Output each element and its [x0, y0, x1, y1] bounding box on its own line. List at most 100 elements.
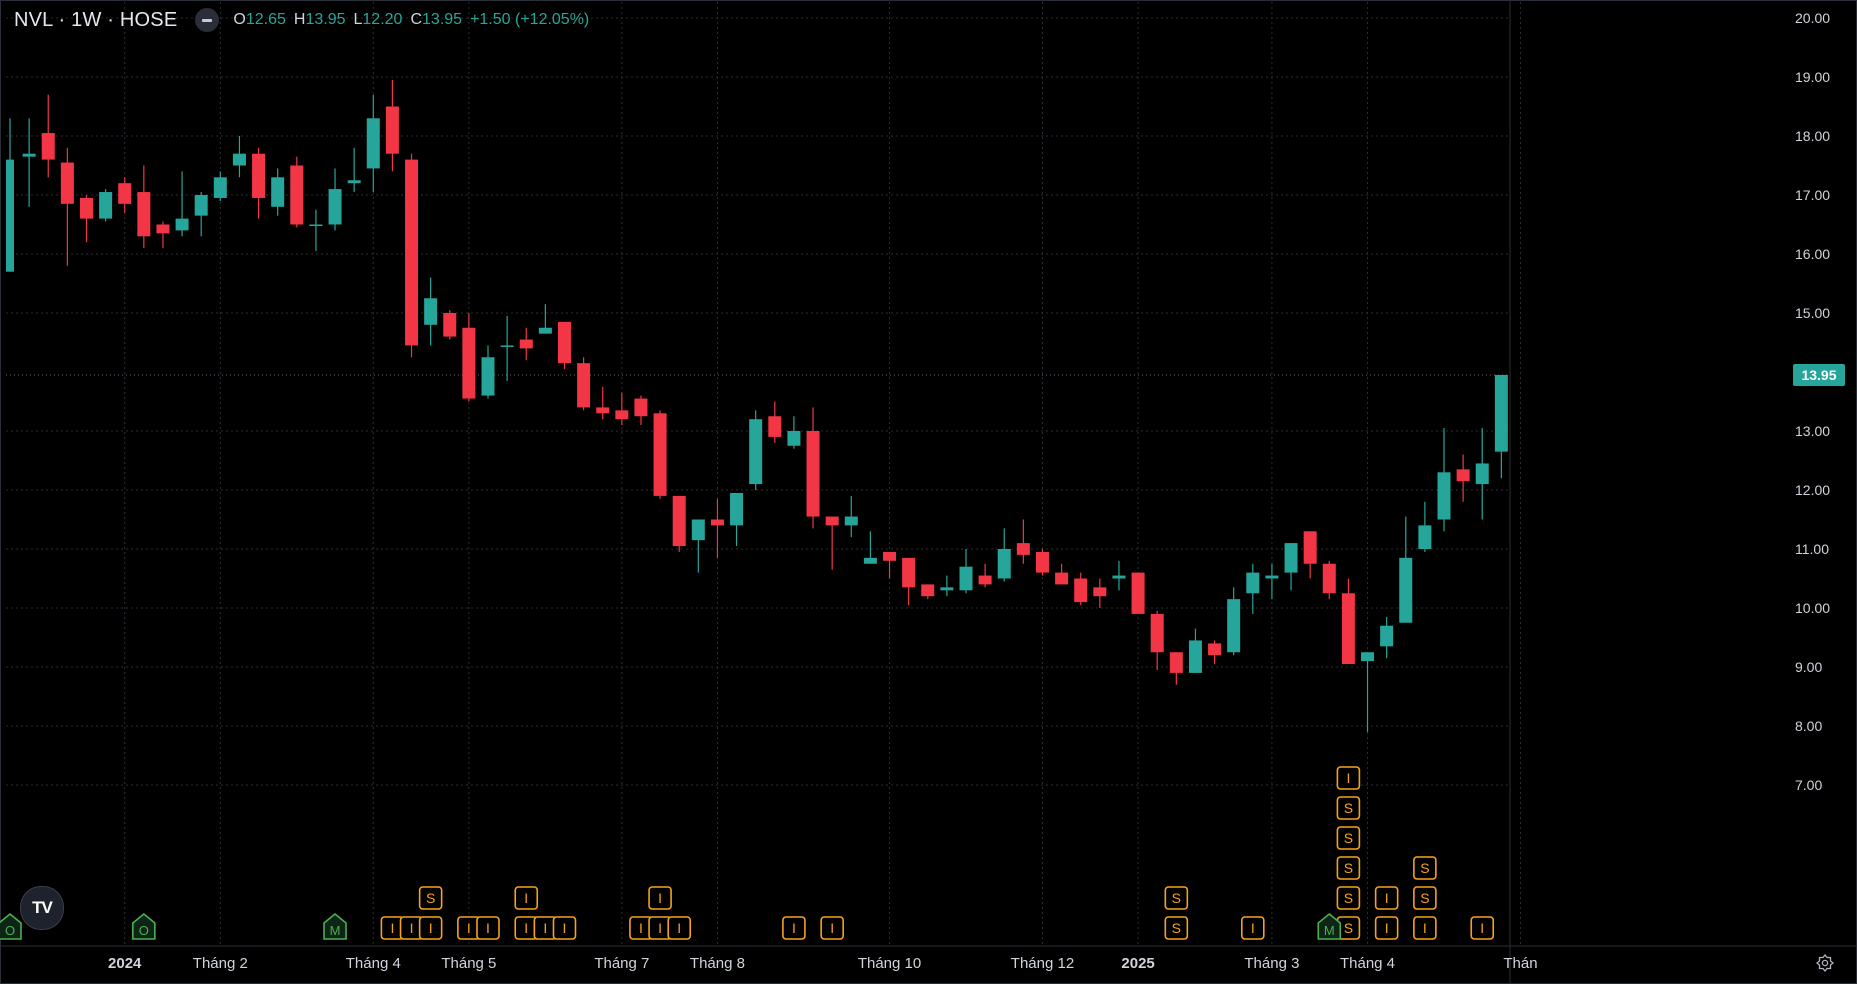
event-marker-box[interactable]: [1413, 856, 1437, 880]
candle-body[interactable]: [1494, 374, 1508, 452]
candle-body[interactable]: [156, 224, 170, 234]
candle-body[interactable]: [1341, 593, 1355, 665]
candle-body[interactable]: [653, 413, 667, 496]
event-marker-box[interactable]: [1336, 886, 1361, 910]
tradingview-logo-button[interactable]: TV: [20, 886, 64, 930]
candle-body[interactable]: [366, 118, 380, 169]
candle-body[interactable]: [615, 410, 629, 420]
candle-body[interactable]: [787, 431, 801, 446]
candle-body[interactable]: [768, 416, 782, 437]
event-marker-box[interactable]: [552, 916, 577, 940]
candle-body[interactable]: [710, 519, 724, 526]
candle-body[interactable]: [749, 419, 763, 485]
candle-body[interactable]: [424, 298, 438, 325]
candle-body[interactable]: [691, 519, 705, 541]
candle-body[interactable]: [1418, 525, 1432, 549]
candle-body[interactable]: [538, 327, 552, 334]
event-marker-box[interactable]: [1413, 886, 1437, 910]
event-marker-box[interactable]: [1413, 916, 1437, 940]
event-marker-box[interactable]: [418, 886, 443, 910]
candle-body[interactable]: [22, 153, 36, 157]
marker-badge[interactable]: [132, 912, 156, 940]
candle-body[interactable]: [79, 197, 93, 219]
candle-body[interactable]: [997, 549, 1011, 579]
candle-body[interactable]: [6, 159, 14, 272]
candle-body[interactable]: [1475, 463, 1489, 485]
candle-body[interactable]: [347, 180, 361, 184]
event-marker-box[interactable]: [514, 886, 539, 910]
candle-body[interactable]: [806, 431, 820, 517]
candle-body[interactable]: [1112, 575, 1126, 579]
candle-body[interactable]: [1322, 563, 1336, 594]
candle-body[interactable]: [1188, 640, 1202, 673]
event-marker-box[interactable]: [1336, 856, 1361, 880]
candle-body[interactable]: [1246, 572, 1260, 594]
candle-body[interactable]: [1380, 625, 1394, 647]
candle-body[interactable]: [118, 183, 132, 204]
event-marker-box[interactable]: [1336, 766, 1361, 790]
event-marker-box[interactable]: [476, 916, 500, 940]
candle-body[interactable]: [213, 177, 227, 198]
candle-body[interactable]: [978, 575, 992, 585]
candle-body[interactable]: [99, 192, 113, 219]
event-marker-box[interactable]: [820, 916, 844, 940]
candle-body[interactable]: [921, 584, 935, 597]
candle-body[interactable]: [1169, 652, 1183, 673]
candle-body[interactable]: [405, 159, 419, 346]
event-marker-box[interactable]: [667, 916, 692, 940]
candle-body[interactable]: [328, 189, 342, 225]
candle-body[interactable]: [634, 398, 648, 417]
candle-body[interactable]: [825, 516, 839, 526]
event-marker-box[interactable]: [1336, 796, 1361, 820]
candle-body[interactable]: [1284, 543, 1298, 573]
candle-body[interactable]: [309, 224, 323, 227]
candle-body[interactable]: [557, 321, 571, 364]
candle-body[interactable]: [1437, 472, 1451, 520]
candle-body[interactable]: [959, 566, 973, 591]
candle-body[interactable]: [940, 587, 954, 591]
marker-badge[interactable]: [323, 912, 347, 940]
candle-body[interactable]: [1035, 551, 1049, 573]
candle-body[interactable]: [577, 363, 591, 408]
candle-body[interactable]: [60, 162, 74, 204]
event-marker-box[interactable]: [1241, 916, 1265, 940]
event-marker-box[interactable]: [1336, 826, 1361, 850]
event-marker-box[interactable]: [1164, 916, 1189, 940]
candle-body[interactable]: [252, 153, 266, 198]
candle-body[interactable]: [844, 516, 858, 526]
candle-body[interactable]: [730, 492, 744, 526]
candle-body[interactable]: [1131, 572, 1145, 614]
candle-body[interactable]: [1016, 543, 1030, 555]
candle-body[interactable]: [271, 177, 285, 207]
candle-body[interactable]: [1074, 578, 1088, 603]
candle-body[interactable]: [883, 551, 897, 561]
candle-body[interactable]: [1208, 643, 1222, 656]
marker-badge[interactable]: [0, 912, 22, 940]
event-marker-box[interactable]: [782, 916, 806, 940]
event-marker-box[interactable]: [1470, 916, 1495, 940]
candle-body[interactable]: [500, 345, 514, 347]
event-marker-box[interactable]: [418, 916, 443, 940]
candle-body[interactable]: [175, 218, 189, 231]
candle-body[interactable]: [290, 165, 304, 225]
candle-body[interactable]: [1399, 557, 1413, 623]
event-marker-box[interactable]: [1164, 886, 1189, 910]
chart-settings-button[interactable]: [1812, 950, 1838, 976]
marker-badge[interactable]: [1317, 912, 1342, 940]
candle-body[interactable]: [1361, 652, 1375, 662]
candle-body[interactable]: [194, 195, 208, 216]
candle-body[interactable]: [863, 557, 877, 564]
candle-body[interactable]: [1303, 531, 1317, 564]
event-marker-box[interactable]: [648, 886, 672, 910]
event-marker-box[interactable]: [1374, 886, 1399, 910]
candle-body[interactable]: [443, 313, 457, 337]
candle-body[interactable]: [1093, 587, 1107, 597]
candle-body[interactable]: [481, 357, 495, 396]
event-marker-box[interactable]: [1374, 916, 1399, 940]
candle-body[interactable]: [462, 327, 476, 399]
candle-body[interactable]: [672, 495, 686, 547]
candle-body[interactable]: [596, 407, 610, 414]
candle-body[interactable]: [1150, 613, 1164, 653]
